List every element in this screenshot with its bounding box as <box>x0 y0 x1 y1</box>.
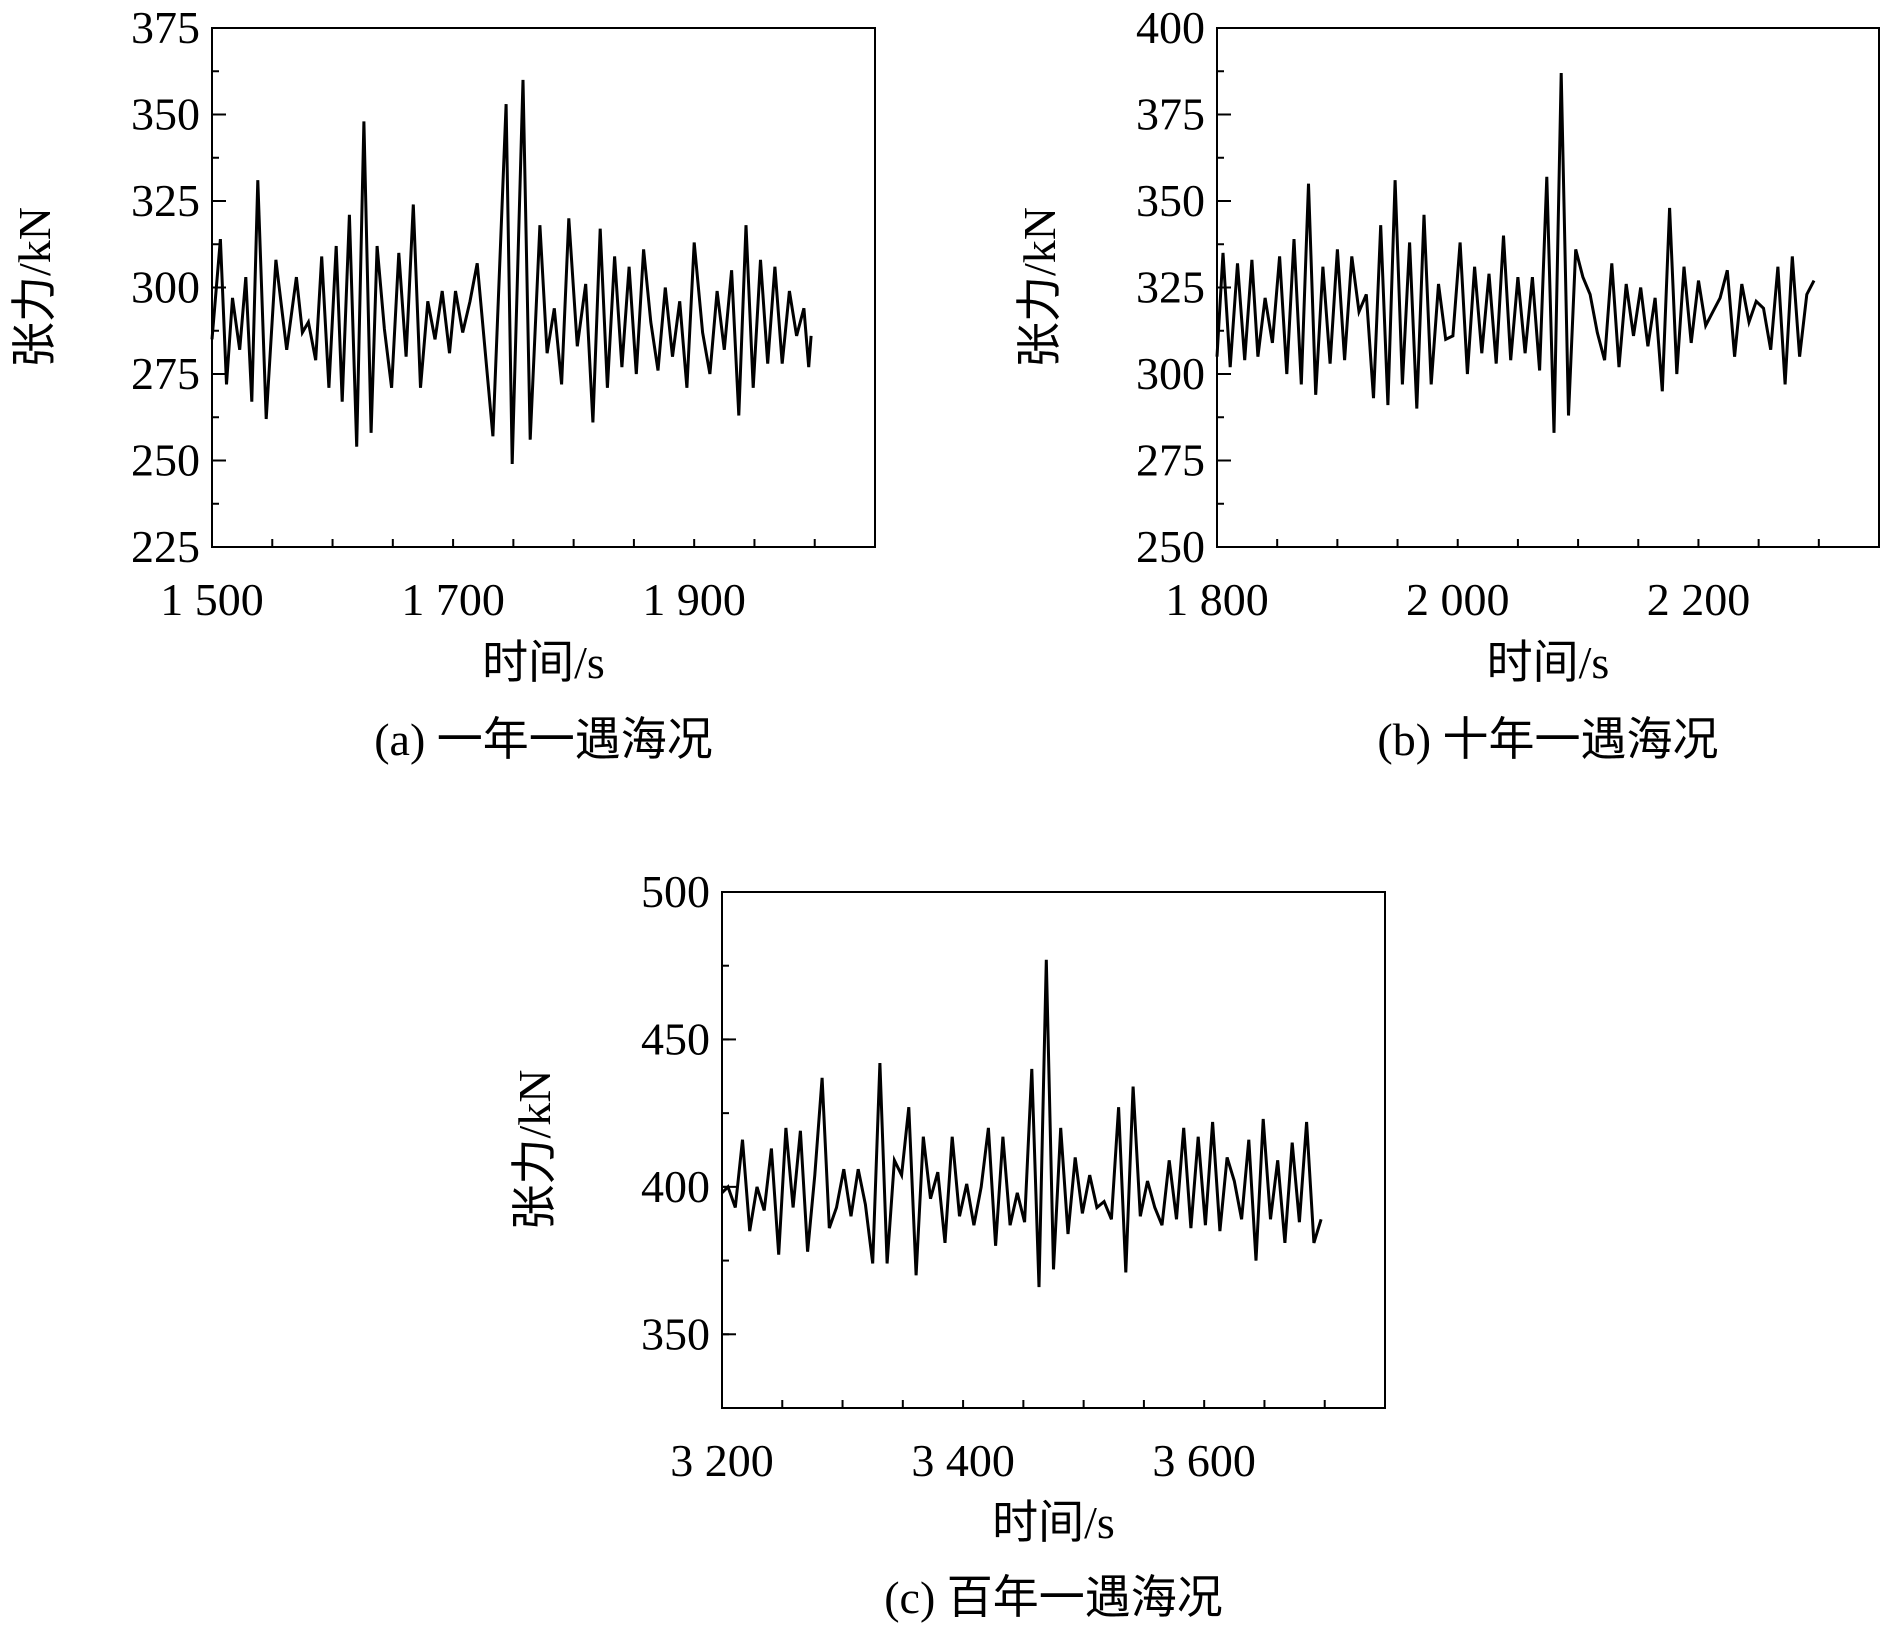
x-tick-label: 3 600 <box>1152 1435 1256 1486</box>
y-tick-label: 300 <box>1136 348 1205 399</box>
x-tick-label: 1 800 <box>1165 574 1269 625</box>
x-tick-label: 2 200 <box>1647 574 1751 625</box>
x-tick-label: 1 900 <box>642 574 746 625</box>
x-tick-label: 2 000 <box>1406 574 1510 625</box>
chart-panel-c: 350 400 450 500 3 200 3 400 3 600 时间/s 张力/kN (c) … <box>509 866 1386 1623</box>
y-tick-label: 375 <box>131 2 200 53</box>
y-tick-label: 375 <box>1136 89 1205 140</box>
chart-panel-b: 250 275 300 325 350 375 400 1 800 2 000 2 200 时间/s… <box>1014 2 1880 765</box>
y-axis-title: 张力/kN <box>9 207 60 368</box>
y-tick-label: 325 <box>1136 262 1205 313</box>
y-tick-label: 300 <box>131 262 200 313</box>
y-tick-label: 225 <box>131 521 200 572</box>
y-tick-label: 250 <box>131 435 200 486</box>
tension-series-line <box>720 959 1323 1288</box>
y-tick-label: 350 <box>1136 175 1205 226</box>
x-tick-label: 1 500 <box>160 574 264 625</box>
y-tick-label: 350 <box>131 89 200 140</box>
y-tick-label: 400 <box>641 1161 710 1212</box>
y-axis-title: 张力/kN <box>1014 207 1065 368</box>
x-axis-title: 时间/s <box>1487 637 1610 688</box>
chart-caption: (b) 十年一遇海况 <box>1377 714 1718 765</box>
y-tick-label: 500 <box>641 866 710 917</box>
x-tick-label: 1 700 <box>401 574 505 625</box>
chart-caption: (a) 一年一遇海况 <box>374 714 713 765</box>
x-axis-title: 时间/s <box>992 1497 1115 1548</box>
tension-series-line <box>1215 72 1816 433</box>
y-tick-label: 350 <box>641 1308 710 1359</box>
chart-caption: (c) 百年一遇海况 <box>884 1572 1223 1623</box>
y-tick-label: 275 <box>1136 435 1205 486</box>
y-axis-title: 张力/kN <box>509 1070 560 1231</box>
y-tick-label: 275 <box>131 348 200 399</box>
x-axis-title: 时间/s <box>482 637 605 688</box>
x-tick-label: 3 200 <box>670 1435 774 1486</box>
y-tick-label: 325 <box>131 175 200 226</box>
x-tick-label: 3 400 <box>911 1435 1015 1486</box>
y-tick-label: 450 <box>641 1013 710 1064</box>
chart-panel-a: 225 250 275 300 325 350 375 1 500 1 700 1 900 时间/s… <box>9 2 876 765</box>
y-tick-label: 400 <box>1136 2 1205 53</box>
plot-frame <box>721 891 1386 1409</box>
y-tick-label: 250 <box>1136 521 1205 572</box>
tension-series-line <box>210 79 813 465</box>
